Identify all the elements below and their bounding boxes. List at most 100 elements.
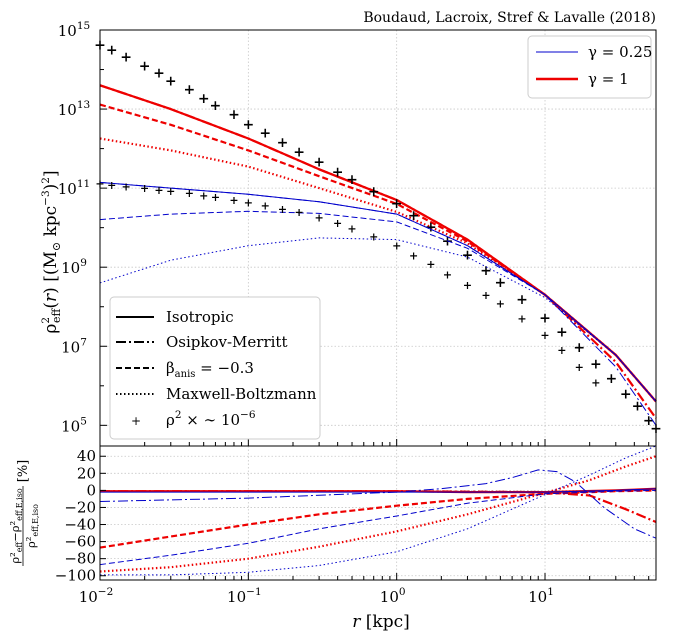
top-rho-marker-gamma-0.25: + — [409, 249, 418, 262]
top-rho-marker-gamma-1: + — [139, 58, 151, 74]
top-rho-marker-gamma-0.25: + — [315, 212, 324, 225]
top-rho-marker-gamma-0.25: + — [107, 179, 116, 192]
top-rho-marker-gamma-1: + — [332, 164, 344, 180]
legend-style: Isotropic Osipkov-Merritt βanis = −0.3 M… — [109, 296, 321, 440]
top-rho-marker-gamma-1: + — [391, 196, 403, 212]
top-line-osipkov-merritt-gamma-1 — [99, 84, 657, 420]
top-rho-marker-gamma-0.25: + — [261, 200, 270, 213]
top-rho-marker-gamma-1: + — [632, 398, 644, 414]
svg-text:ρ²eff,E,iso: ρ²eff,E,iso — [24, 504, 40, 548]
xtick-label: 101 — [528, 586, 554, 606]
top-rho-marker-gamma-0.25: + — [496, 298, 505, 311]
top-rho-marker-gamma-1: + — [198, 91, 210, 107]
xtick-label: 100 — [380, 586, 406, 606]
top-ytick-label: 105 — [61, 415, 87, 435]
citation: Boudaud, Lacroix, Stref & Lavalle (2018) — [363, 10, 656, 26]
top-rho-marker-gamma-0.25: + — [517, 313, 526, 326]
svg-text:ρ²eff−ρ²eff,E,iso: ρ²eff−ρ²eff,E,iso — [8, 488, 24, 564]
bottom-line-osipkov-merritt-gamma-1 — [100, 490, 657, 524]
bottom-line-isotropic-gamma-0.25 — [100, 488, 657, 493]
legend-gamma-0.25-label: γ = 0.25 — [588, 43, 652, 61]
bottom-panel-series — [99, 445, 657, 576]
top-rho-marker-gamma-1: + — [605, 371, 617, 387]
top-rho-marker-gamma-1: + — [228, 107, 240, 123]
top-rho-marker-gamma-1: + — [516, 292, 528, 308]
top-rho-marker-gamma-1: + — [165, 73, 177, 89]
top-rho-marker-gamma-0.25: + — [229, 194, 238, 207]
top-ytick-label: 107 — [61, 336, 87, 356]
top-rho-marker-gamma-0.25: + — [481, 289, 490, 302]
top-rho-marker-gamma-0.25: + — [333, 217, 342, 230]
top-rho-marker-gamma-1: + — [539, 311, 551, 327]
legend-mb-label: Maxwell-Boltzmann — [166, 385, 317, 403]
top-rho-marker-gamma-1: + — [494, 275, 506, 291]
top-rho-marker-gamma-1: + — [293, 144, 305, 160]
bottom-panel-frame — [99, 445, 657, 581]
top-rho-marker-gamma-0.25: + — [591, 377, 600, 390]
top-rho-marker-gamma-1: + — [556, 325, 568, 341]
xtick-label: 10−1 — [227, 586, 262, 606]
top-ytick-label: 1011 — [58, 178, 90, 198]
top-rho-marker-gamma-1: + — [106, 43, 118, 59]
top-rho-marker-gamma-0.25: + — [443, 269, 452, 282]
top-rho-marker-gamma-1: + — [573, 340, 585, 356]
bottom-ytick-label: −40 — [64, 516, 96, 534]
bottom-line-beta_anis-gamma-0.25 — [99, 489, 657, 566]
top-line-osipkov-merritt-gamma-0.25 — [99, 181, 657, 426]
top-line-beta_anis-gamma-0.25 — [99, 210, 657, 402]
legend-gamma: γ = 0.25 γ = 1 — [527, 35, 652, 99]
top-rho-marker-gamma-0.25: + — [392, 240, 401, 253]
top-ytick-label: 1015 — [58, 20, 90, 40]
top-rho-marker-gamma-1: + — [183, 82, 195, 98]
bottom-ytick-label: 20 — [77, 464, 96, 482]
top-rho-marker-gamma-0.25: + — [557, 344, 566, 357]
xlabel: r [kpc] — [352, 612, 410, 632]
svg-text:[%]: [%] — [16, 460, 31, 483]
top-rho-marker-gamma-0.25: + — [347, 223, 356, 236]
top-ylabel: ρ2eff(r) [(M⊙ kpc−3)2] — [40, 170, 63, 333]
top-rho-marker-gamma-0.25: + — [463, 279, 472, 292]
bottom-ytick-label: −80 — [64, 550, 96, 568]
top-rho-marker-gamma-1: + — [442, 233, 454, 249]
legend-om-label: Osipkov-Merritt — [166, 333, 288, 351]
legend-rho-label: ρ2 × ∼ 10−6 — [166, 409, 256, 429]
top-rho-marker-gamma-0.25: + — [244, 197, 253, 210]
top-rho-marker-gamma-1: + — [590, 356, 602, 372]
top-rho-marker-gamma-0.25: + — [426, 258, 435, 271]
bottom-ytick-label: 0 — [86, 481, 96, 499]
bottom-ytick-label: −20 — [64, 498, 96, 516]
bottom-ytick-label: −100 — [55, 567, 96, 585]
top-rho-marker-gamma-1: + — [620, 387, 632, 403]
top-rho-marker-gamma-1: + — [643, 413, 655, 429]
bottom-ytick-label: 40 — [77, 447, 96, 465]
top-rho-marker-gamma-0.25: + — [295, 206, 304, 219]
top-rho-marker-gamma-1: + — [368, 184, 380, 200]
bottom-grid — [99, 446, 656, 580]
top-rho-marker-gamma-1: + — [242, 117, 254, 133]
top-rho-marker-gamma-1: + — [346, 172, 358, 188]
top-rho-marker-gamma-0.25: + — [575, 361, 584, 374]
top-rho-marker-gamma-0.25: + — [185, 187, 194, 200]
xtick-label: 10−2 — [79, 586, 114, 606]
bottom-line-maxwell-boltzmann-gamma-1 — [99, 455, 657, 573]
top-rho-marker-gamma-1: + — [120, 50, 132, 66]
top-rho-marker-gamma-1: + — [480, 263, 492, 279]
top-rho-marker-gamma-1: + — [153, 65, 165, 81]
top-ytick-label: 109 — [61, 257, 87, 277]
top-rho-marker-gamma-0.25: + — [278, 203, 287, 216]
top-rho-marker-gamma-0.25: + — [369, 230, 378, 243]
bottom-ytick-label: −60 — [64, 533, 96, 551]
top-ytick-label: 1013 — [58, 99, 90, 119]
legend-isotropic-label: Isotropic — [166, 308, 234, 326]
top-rho-marker-gamma-0.25: + — [122, 180, 131, 193]
top-rho-marker-gamma-1: + — [210, 98, 222, 114]
top-rho-marker-gamma-0.25: + — [199, 190, 208, 203]
top-line-maxwell-boltzmann-gamma-0.25 — [99, 237, 657, 402]
bottom-line-osipkov-merritt-gamma-0.25 — [99, 469, 657, 539]
top-rho-marker-gamma-1: + — [277, 135, 289, 151]
top-rho-marker-gamma-0.25: + — [540, 329, 549, 342]
bottom-ylabel: ρ²eff−ρ²eff,E,iso ρ²eff,E,iso [%] — [8, 460, 40, 566]
top-rho-marker-gamma-0.25: + — [140, 182, 149, 195]
